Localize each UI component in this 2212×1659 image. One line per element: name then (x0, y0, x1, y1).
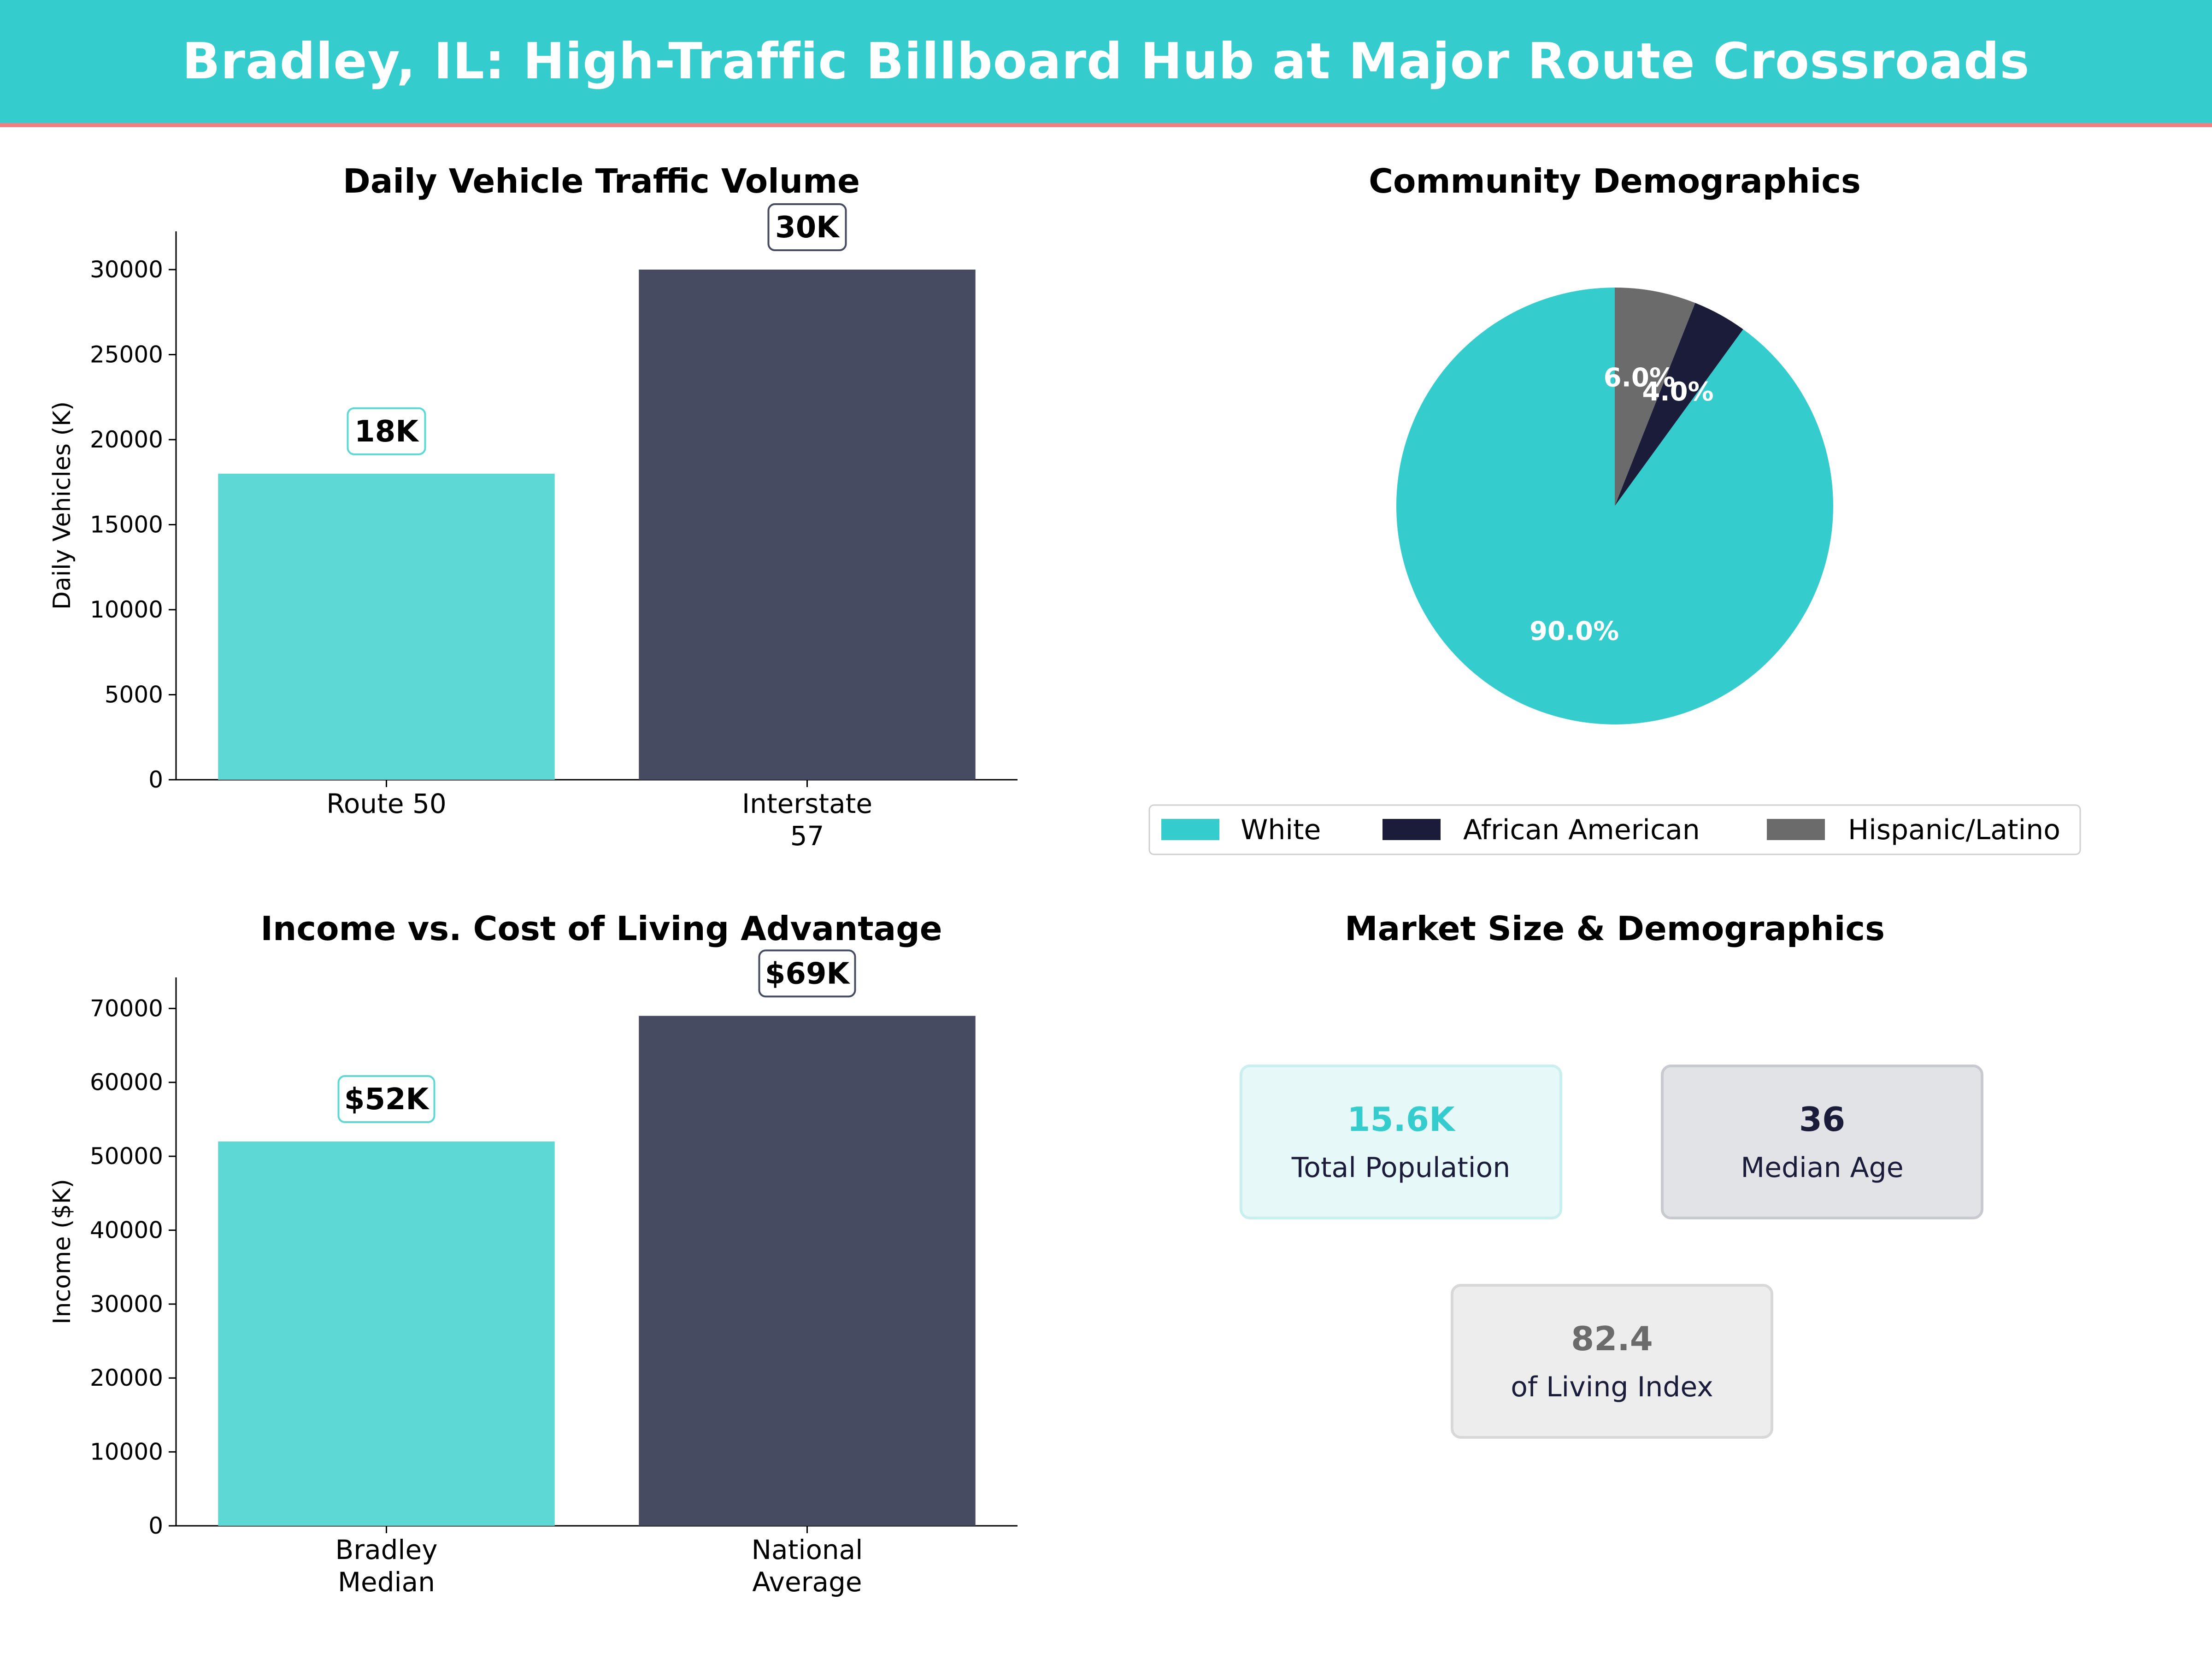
legend-swatch (1382, 819, 1441, 840)
cost-of-living-card: 82.4 of Living Index (1451, 1284, 1773, 1439)
chart-title: Income vs. Cost of Living Advantage (260, 909, 942, 948)
x-tick-label: Route 50 (326, 788, 447, 819)
y-axis-label: Daily Vehicles (K) (48, 401, 76, 610)
legend-label: African American (1463, 814, 1700, 846)
y-tick-label: 25000 (90, 341, 163, 368)
x-tick-label: Bradley Median (335, 1534, 437, 1598)
pie-slice (1615, 303, 1743, 506)
legend-swatch (1161, 819, 1219, 840)
y-tick-label: 20000 (90, 426, 163, 453)
data-label: $69K (765, 957, 851, 991)
traffic-bar-chart: Daily Vehicle Traffic Volume 0 5000 10000 15… (48, 162, 1018, 852)
card-value: 15.6K (1347, 1100, 1455, 1139)
y-tick-label: 0 (148, 766, 163, 793)
y-tick-label: 10000 (90, 596, 163, 623)
pie-slice (1396, 288, 1833, 724)
data-label-box (347, 407, 426, 455)
data-label-box (337, 1075, 435, 1124)
legend-box (1148, 804, 2081, 855)
y-axis-label: Income ($K) (48, 1179, 76, 1324)
y-tick-label: 70000 (90, 995, 163, 1022)
market-panel-title: Market Size & Demographics (1345, 909, 1885, 948)
chart-title: Daily Vehicle Traffic Volume (343, 162, 860, 200)
income-bar-chart: Income vs. Cost of Living Advantage 0 1000… (48, 909, 1018, 1598)
card-label: Total Population (1291, 1152, 1511, 1184)
legend-swatch (1767, 819, 1825, 840)
bar (218, 473, 555, 780)
legend-label: White (1241, 814, 1321, 846)
page-title: Bradley, IL: High-Traffic Billboard Hub … (182, 33, 2030, 90)
y-tick-label: 15000 (90, 512, 163, 538)
median-age-card: 36 Median Age (1661, 1065, 1983, 1219)
data-label-box (767, 203, 847, 252)
y-tick-label: 20000 (90, 1365, 163, 1391)
card-value: 82.4 (1571, 1319, 1653, 1358)
y-tick-label: 50000 (90, 1143, 163, 1170)
bar (639, 1016, 976, 1526)
legend-label: Hispanic/Latino (1848, 814, 2060, 846)
y-tick-label: 40000 (90, 1217, 163, 1243)
demographics-pie-chart: Community Demographics 90.0% 4.0%6.0% White… (1148, 162, 2081, 855)
pie-value-label: 6.0% (1604, 363, 1675, 393)
data-label: 30K (775, 211, 840, 245)
card-label: of Living Index (1511, 1371, 1713, 1403)
pie-slice (1615, 288, 1695, 506)
data-label: $52K (344, 1082, 430, 1117)
card-label: Median Age (1741, 1152, 1904, 1184)
population-card: 15.6K Total Population (1240, 1065, 1562, 1219)
card-value: 36 (1799, 1100, 1846, 1139)
pie-value-label: 4.0% (1642, 377, 1713, 407)
header-banner: Bradley, IL: High-Traffic Billboard Hub … (0, 0, 2212, 127)
pie-value-label: 90.0% (1530, 616, 1619, 646)
data-label: 18K (354, 415, 419, 449)
chart-title: Community Demographics (1369, 162, 1861, 200)
y-tick-label: 30000 (90, 256, 163, 283)
bar (218, 1141, 555, 1526)
y-tick-label: 60000 (90, 1069, 163, 1096)
y-tick-label: 10000 (90, 1439, 163, 1465)
y-tick-label: 30000 (90, 1291, 163, 1318)
bar (639, 270, 976, 780)
x-tick-label: National Average (752, 1534, 863, 1598)
data-label-box (758, 949, 856, 998)
x-tick-label: Interstate 57 (742, 788, 872, 852)
y-tick-label: 0 (148, 1512, 163, 1539)
y-tick-label: 5000 (105, 682, 163, 708)
